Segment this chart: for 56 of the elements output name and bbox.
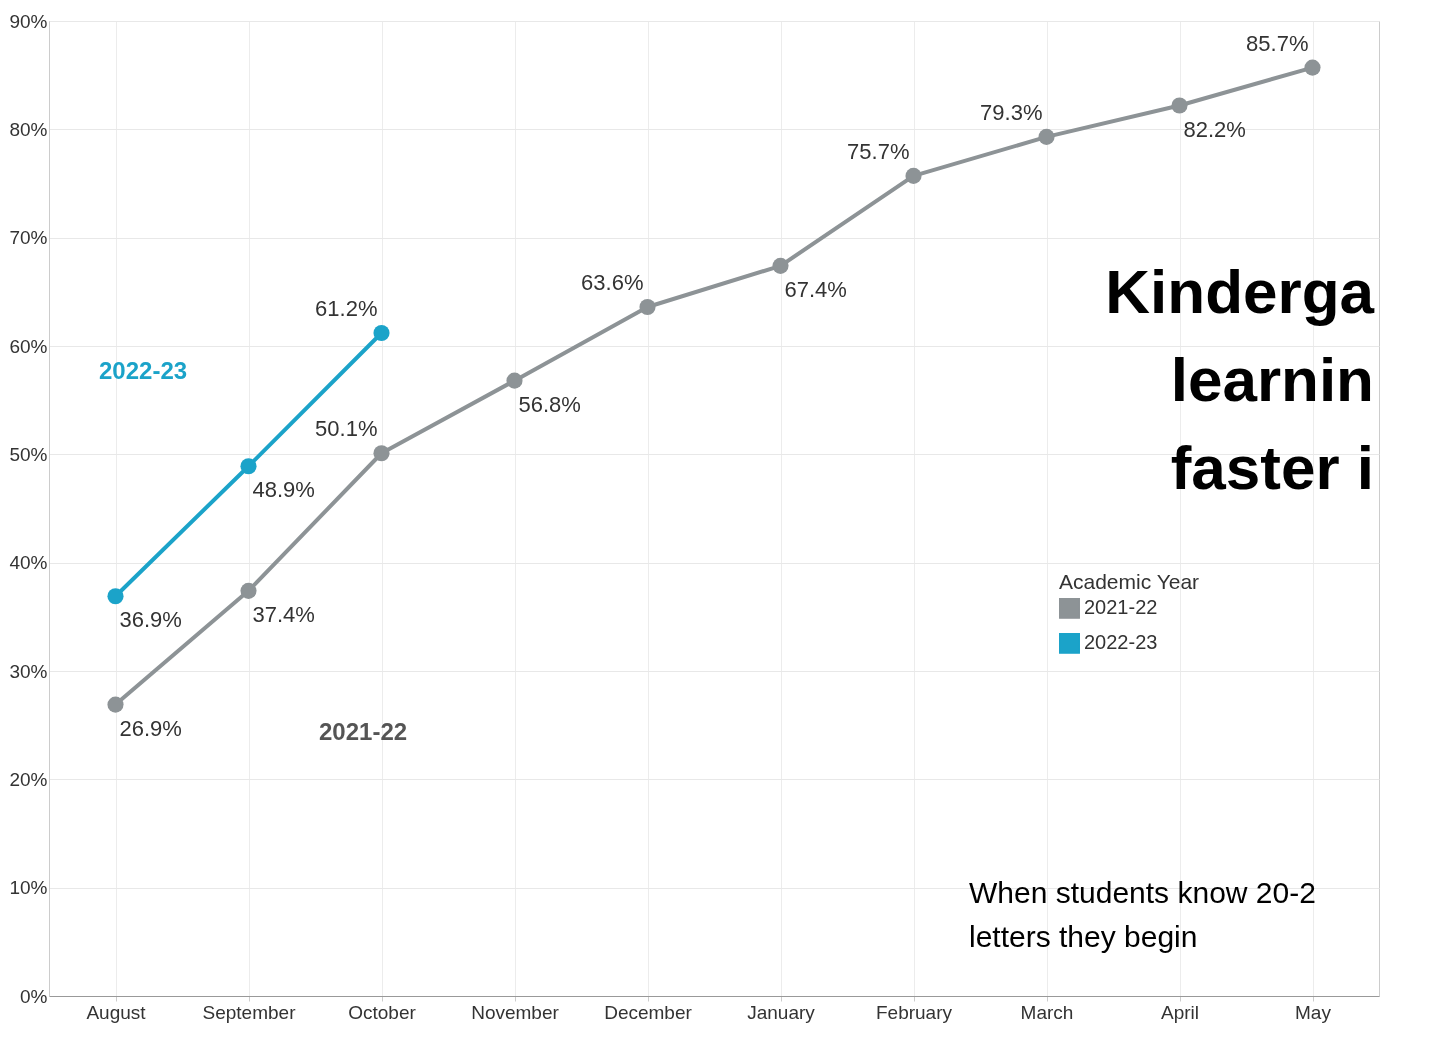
data-label: 37.4% bbox=[252, 601, 315, 627]
x-tick-label: November bbox=[471, 1001, 560, 1023]
x-tick-label: February bbox=[875, 1001, 953, 1023]
point bbox=[905, 167, 922, 184]
point bbox=[506, 372, 523, 389]
y-tick-label: 40% bbox=[9, 552, 48, 574]
x-tick-label: October bbox=[348, 1001, 417, 1023]
annotation: faster i bbox=[1170, 432, 1374, 502]
data-label: 67.4% bbox=[784, 276, 847, 302]
x-tick-label: March bbox=[1020, 1001, 1074, 1023]
y-tick-label: 60% bbox=[9, 335, 48, 357]
point bbox=[107, 696, 124, 713]
point bbox=[240, 582, 257, 599]
annotation: When students know 20-2 bbox=[969, 875, 1316, 909]
point bbox=[1304, 59, 1321, 76]
point bbox=[772, 257, 789, 274]
annotation: Kinderga bbox=[1105, 257, 1375, 326]
legend-label: 2022-23 bbox=[1084, 631, 1158, 654]
y-tick-label: 70% bbox=[9, 227, 48, 249]
legend-title: Academic Year bbox=[1059, 569, 1200, 593]
annotation: learnin bbox=[1170, 344, 1374, 414]
point bbox=[373, 324, 390, 342]
x-tick-label: August bbox=[86, 1001, 147, 1023]
annotation: 2021-22 bbox=[319, 717, 408, 745]
data-label: 85.7% bbox=[1246, 30, 1309, 56]
y-tick-label: 50% bbox=[9, 443, 48, 465]
y-tick-label: 20% bbox=[9, 768, 48, 790]
point bbox=[373, 445, 390, 462]
data-label: 56.8% bbox=[518, 391, 581, 417]
y-tick-label: 90% bbox=[9, 10, 48, 32]
data-label: 82.2% bbox=[1183, 116, 1246, 142]
data-label: 61.2% bbox=[315, 296, 378, 321]
y-tick-label: 0% bbox=[20, 985, 48, 1007]
data-label: 79.3% bbox=[980, 99, 1043, 125]
y-tick-label: 30% bbox=[9, 660, 48, 682]
point bbox=[107, 588, 124, 605]
point bbox=[1038, 128, 1055, 145]
x-tick-label: May bbox=[1295, 1001, 1332, 1023]
data-label: 75.7% bbox=[847, 138, 910, 164]
y-tick-label: 10% bbox=[9, 877, 48, 899]
annotation: 2022-23 bbox=[99, 357, 188, 384]
x-tick-label: September bbox=[202, 1001, 297, 1023]
legend-label: 2021-22 bbox=[1084, 596, 1158, 619]
data-label: 36.9% bbox=[119, 607, 182, 633]
y-tick-label: 80% bbox=[9, 118, 48, 140]
data-label: 50.1% bbox=[315, 416, 378, 442]
point bbox=[639, 298, 656, 316]
data-label: 48.9% bbox=[252, 477, 315, 503]
data-label: 26.9% bbox=[119, 715, 182, 741]
annotation: letters they begin bbox=[969, 919, 1198, 953]
x-tick-label: December bbox=[604, 1001, 693, 1023]
x-tick-label: January bbox=[747, 1001, 816, 1023]
x-tick-label: April bbox=[1160, 1001, 1200, 1023]
point bbox=[1171, 97, 1188, 114]
point bbox=[240, 458, 257, 475]
data-label: 63.6% bbox=[581, 270, 644, 295]
